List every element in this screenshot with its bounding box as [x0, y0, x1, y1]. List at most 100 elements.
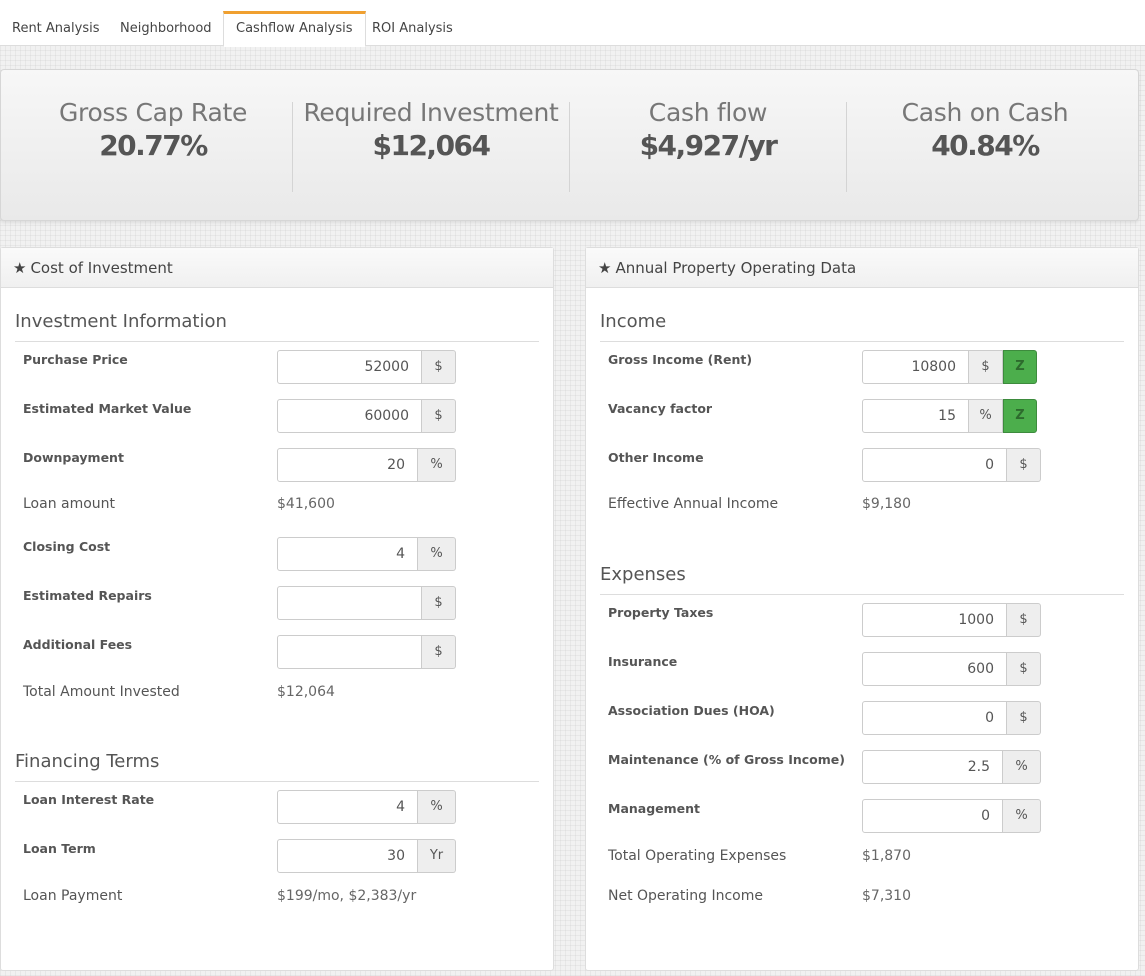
summary-metrics: Gross Cap Rate 20.77% Required Investmen…	[0, 69, 1139, 221]
tab-rent-analysis[interactable]: Rent Analysis	[12, 21, 100, 36]
section-rule	[600, 341, 1124, 342]
loan-payment-value: $199/mo, $2,383/yr	[277, 888, 417, 904]
panel-title: Cost of Investment	[30, 259, 173, 277]
divider	[292, 102, 293, 192]
noi-label: Net Operating Income	[608, 888, 763, 904]
percent-addon: %	[418, 790, 456, 824]
gross-income-input[interactable]	[862, 350, 969, 384]
repairs-group: $	[277, 586, 456, 620]
zillow-button[interactable]: Z	[1003, 399, 1037, 433]
dollar-addon: $	[422, 635, 456, 669]
insurance-label: Insurance	[608, 654, 678, 669]
effective-income-label: Effective Annual Income	[608, 496, 779, 512]
market-value-input[interactable]	[277, 399, 422, 433]
market-value-group: $	[277, 399, 456, 433]
downpayment-label: Downpayment	[23, 450, 124, 465]
dollar-addon: $	[1007, 652, 1041, 686]
purchase-price-group: $	[277, 350, 456, 384]
management-input[interactable]	[862, 799, 1003, 833]
section-title-investment-information: Investment Information	[15, 311, 227, 332]
tab-neighborhood[interactable]: Neighborhood	[120, 21, 212, 36]
purchase-price-label: Purchase Price	[23, 352, 128, 367]
downpayment-group: %	[277, 448, 456, 482]
dollar-addon: $	[1007, 448, 1041, 482]
purchase-price-input[interactable]	[277, 350, 422, 384]
metric-required-investment: Required Investment $12,064	[294, 98, 568, 162]
metric-cash-flow: Cash flow $4,927/yr	[571, 98, 845, 162]
hoa-label: Association Dues (HOA)	[608, 703, 775, 718]
dollar-addon: $	[1007, 701, 1041, 735]
divider	[846, 102, 847, 192]
percent-addon: %	[1003, 750, 1041, 784]
panel-header: ★ Annual Property Operating Data	[586, 248, 1138, 288]
market-value-label: Estimated Market Value	[23, 401, 192, 416]
other-income-input[interactable]	[862, 448, 1007, 482]
tab-roi-analysis[interactable]: ROI Analysis	[372, 21, 453, 36]
interest-rate-input[interactable]	[277, 790, 418, 824]
property-taxes-label: Property Taxes	[608, 605, 714, 620]
operating-data-panel: ★ Annual Property Operating Data Income G…	[585, 247, 1139, 971]
repairs-label: Estimated Repairs	[23, 588, 152, 603]
metric-label: Cash on Cash	[901, 98, 1069, 127]
loan-payment-label: Loan Payment	[23, 888, 123, 904]
section-rule	[15, 781, 539, 782]
metric-value: 40.84%	[931, 129, 1040, 162]
total-invested-value: $12,064	[277, 684, 335, 700]
maintenance-group: %	[862, 750, 1041, 784]
downpayment-input[interactable]	[277, 448, 418, 482]
section-title-expenses: Expenses	[600, 564, 686, 585]
fees-group: $	[277, 635, 456, 669]
noi-value: $7,310	[862, 888, 911, 904]
percent-addon: %	[418, 448, 456, 482]
dollar-addon: $	[969, 350, 1003, 384]
fees-label: Additional Fees	[23, 637, 133, 652]
metric-value: $12,064	[372, 129, 491, 162]
dollar-addon: $	[422, 399, 456, 433]
zillow-button[interactable]: Z	[1003, 350, 1037, 384]
metric-cash-on-cash: Cash on Cash 40.84%	[848, 98, 1122, 162]
tab-bar: Rent Analysis Neighborhood Cashflow Anal…	[0, 0, 1145, 47]
insurance-input[interactable]	[862, 652, 1007, 686]
total-expenses-value: $1,870	[862, 848, 911, 864]
metric-gross-cap-rate: Gross Cap Rate 20.77%	[17, 98, 289, 162]
total-expenses-label: Total Operating Expenses	[608, 848, 787, 864]
insurance-group: $	[862, 652, 1041, 686]
dollar-addon: $	[1007, 603, 1041, 637]
section-rule	[15, 341, 539, 342]
interest-rate-group: %	[277, 790, 456, 824]
property-taxes-group: $	[862, 603, 1041, 637]
vacancy-label: Vacancy factor	[608, 401, 713, 416]
interest-rate-label: Loan Interest Rate	[23, 792, 155, 807]
tab-cashflow-analysis[interactable]: Cashflow Analysis	[223, 11, 366, 47]
fees-input[interactable]	[277, 635, 422, 669]
vacancy-input[interactable]	[862, 399, 969, 433]
management-label: Management	[608, 801, 701, 816]
divider	[569, 102, 570, 192]
effective-income-value: $9,180	[862, 496, 911, 512]
dollar-addon: $	[422, 586, 456, 620]
property-taxes-input[interactable]	[862, 603, 1007, 637]
percent-addon: %	[418, 537, 456, 571]
star-icon: ★	[598, 259, 612, 277]
dollar-addon: $	[422, 350, 456, 384]
panel-header: ★ Cost of Investment	[1, 248, 553, 288]
loan-term-group: Yr	[277, 839, 456, 873]
closing-cost-input[interactable]	[277, 537, 418, 571]
section-rule	[600, 594, 1124, 595]
loan-term-label: Loan Term	[23, 841, 96, 856]
closing-cost-group: %	[277, 537, 456, 571]
other-income-label: Other Income	[608, 450, 704, 465]
other-income-group: $	[862, 448, 1041, 482]
maintenance-input[interactable]	[862, 750, 1003, 784]
management-group: %	[862, 799, 1041, 833]
star-icon: ★	[13, 259, 27, 277]
cost-of-investment-panel: ★ Cost of Investment Investment Informati…	[0, 247, 554, 971]
repairs-input[interactable]	[277, 586, 422, 620]
metric-value: $4,927/yr	[639, 129, 778, 162]
loan-term-input[interactable]	[277, 839, 418, 873]
percent-addon: %	[1003, 799, 1041, 833]
loan-amount-label: Loan amount	[23, 496, 116, 512]
hoa-group: $	[862, 701, 1041, 735]
closing-cost-label: Closing Cost	[23, 539, 111, 554]
hoa-input[interactable]	[862, 701, 1007, 735]
